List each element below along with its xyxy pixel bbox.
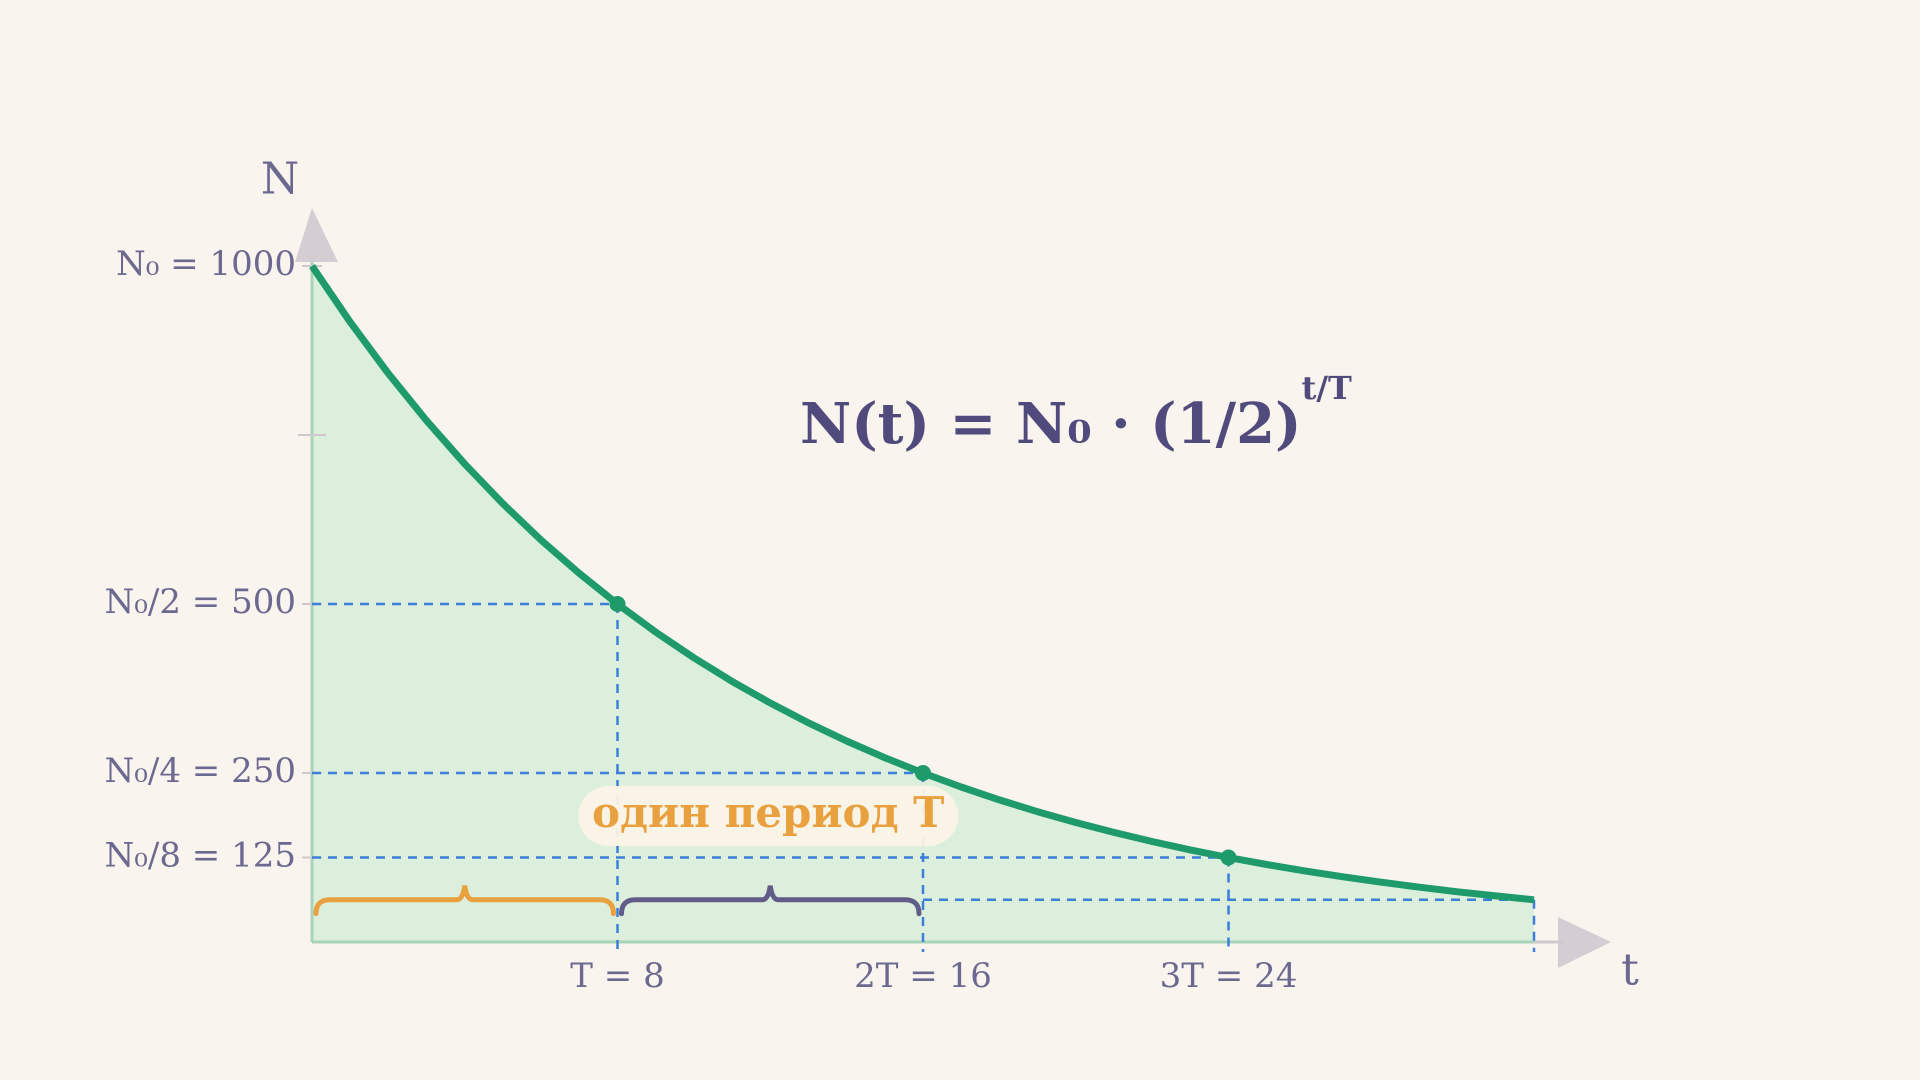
x-tick-label: 2T = 16 bbox=[854, 956, 992, 996]
x-arrow bbox=[1558, 917, 1611, 968]
y-tick-label: N₀/2 = 500 bbox=[105, 582, 296, 622]
half-life-point bbox=[1220, 849, 1237, 866]
x-tick-label: T = 8 bbox=[570, 956, 664, 996]
period-brace bbox=[313, 885, 616, 917]
y-arrow bbox=[295, 208, 338, 262]
y-axis-label: N bbox=[261, 154, 300, 205]
formula: N(t) = N₀ · (1/2)t/T bbox=[800, 369, 1352, 457]
annotation: один период T bbox=[592, 788, 944, 837]
annotation-glow bbox=[578, 786, 959, 846]
half-life-point bbox=[609, 596, 626, 612]
x-axis-label: t bbox=[1621, 945, 1639, 996]
x-tick-label: 3T = 24 bbox=[1160, 956, 1298, 996]
formula-base: N(t) = N₀ · (1/2) bbox=[800, 391, 1302, 457]
y-tick-label: N₀/8 = 125 bbox=[105, 836, 296, 876]
period-brace bbox=[619, 885, 922, 917]
half-life-point bbox=[915, 765, 931, 781]
y-tick-label: N₀ = 1000 bbox=[116, 244, 296, 284]
formula-exponent: t/T bbox=[1302, 369, 1352, 407]
y-tick-label: N₀/4 = 250 bbox=[105, 751, 296, 791]
